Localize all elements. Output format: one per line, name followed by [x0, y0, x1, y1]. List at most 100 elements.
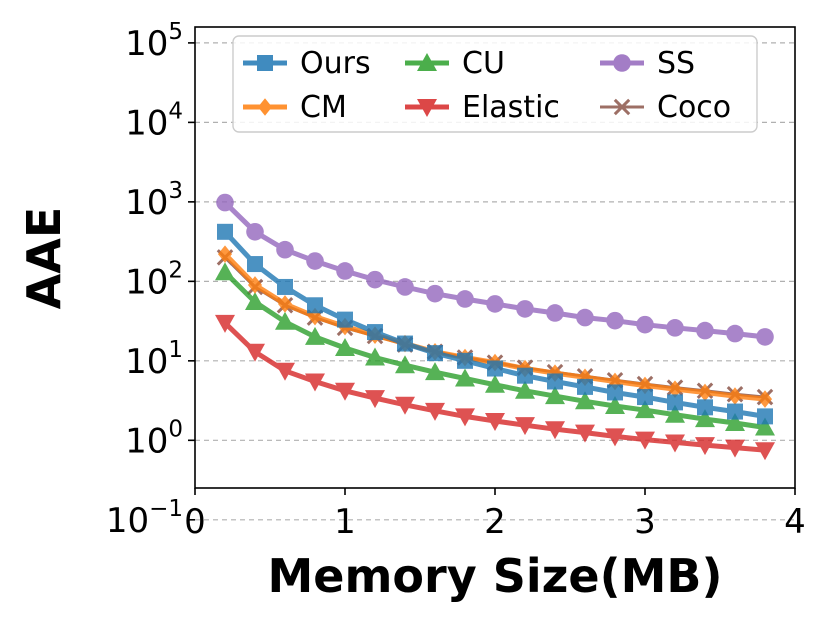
y-tick-label: 102 — [125, 257, 183, 302]
data-point-cm — [637, 376, 653, 395]
data-point-ss — [366, 270, 384, 289]
data-point-elastic — [455, 408, 475, 427]
data-point-elastic — [545, 421, 565, 440]
data-point-ss — [486, 295, 504, 313]
data-point-cu — [755, 417, 775, 436]
x-tick-label: 2 — [484, 502, 506, 542]
x-tick-label: 1 — [334, 502, 356, 542]
x-tick-label: 0 — [184, 502, 206, 542]
data-point-cm — [247, 276, 263, 294]
data-point-cu — [605, 396, 625, 415]
data-point-ours — [577, 378, 593, 395]
data-point-ss — [336, 262, 354, 280]
data-point-elastic — [695, 437, 715, 456]
y-tick-label: 10−1 — [106, 496, 183, 541]
series-line-ss — [223, 200, 766, 340]
x-tick-label: 4 — [784, 502, 806, 542]
legend-label: CU — [462, 46, 505, 81]
data-point-ss — [636, 315, 654, 334]
data-point-cu — [635, 400, 655, 419]
legend: Ours CU SS CM Elastic Coco — [232, 35, 758, 133]
series-ours — [217, 223, 773, 425]
legend-label: CM — [300, 90, 347, 125]
data-point-cu — [575, 391, 595, 410]
data-point-elastic — [305, 373, 325, 392]
data-point-cu — [245, 291, 265, 310]
data-point-cm — [757, 390, 773, 408]
data-point-cu — [275, 311, 295, 330]
data-point-ours — [367, 324, 383, 341]
legend-label: Ours — [300, 46, 371, 81]
legend-label: Elastic — [462, 90, 560, 125]
data-point-cm — [217, 245, 233, 263]
data-point-ss — [396, 278, 414, 296]
data-point-elastic — [395, 396, 415, 415]
data-point-cu — [395, 355, 415, 374]
y-tick-label: 104 — [125, 98, 183, 143]
legend-marker-elastic — [417, 99, 437, 117]
y-tick-label: 103 — [125, 178, 183, 223]
data-point-ss — [426, 284, 444, 303]
data-point-cm — [277, 295, 293, 313]
legend-marker-ours — [257, 55, 273, 71]
y-tick-label: 101 — [125, 337, 183, 382]
data-point-ours — [517, 367, 533, 384]
data-point-cu — [695, 409, 715, 428]
data-point-ours — [667, 394, 683, 411]
data-point-elastic — [635, 431, 655, 450]
data-point-cu — [335, 338, 355, 357]
legend-item-cm — [243, 98, 287, 116]
series-cu — [215, 262, 775, 436]
series-elastic — [215, 314, 775, 461]
data-point-ss — [456, 290, 474, 308]
data-point-ss — [696, 321, 714, 340]
data-point-elastic — [335, 382, 355, 401]
legend-label: SS — [657, 46, 695, 81]
data-point-ours — [217, 223, 233, 240]
data-point-elastic — [215, 314, 235, 333]
data-point-elastic — [605, 428, 625, 447]
data-point-ss — [576, 308, 594, 327]
data-point-ours — [427, 345, 443, 362]
data-point-elastic — [725, 439, 745, 458]
data-point-cm — [577, 368, 593, 387]
data-point-elastic — [575, 424, 595, 443]
data-point-cm — [607, 372, 623, 391]
data-point-cu — [425, 362, 445, 381]
y-axis-title: AAE — [17, 207, 71, 310]
data-point-ours — [607, 384, 623, 401]
x-axis-title: Memory Size(MB) — [268, 549, 723, 603]
data-point-cm — [667, 380, 683, 398]
data-point-elastic — [515, 417, 535, 436]
data-point-ours — [277, 278, 293, 295]
data-point-elastic — [275, 362, 295, 381]
legend-label: Coco — [657, 90, 731, 125]
data-point-ours — [757, 408, 773, 425]
series-ss — [216, 193, 774, 346]
x-tick-label: 3 — [634, 502, 656, 542]
legend-item-coco — [600, 98, 644, 116]
legend-marker-ss — [613, 54, 631, 72]
data-point-cu — [215, 262, 235, 281]
data-point-ours — [307, 297, 323, 314]
legend-item-ours — [243, 55, 287, 71]
data-point-elastic — [665, 434, 685, 453]
data-point-ss — [666, 319, 684, 337]
data-point-ss — [756, 328, 774, 346]
data-point-ours — [697, 399, 713, 416]
data-point-ss — [246, 223, 264, 241]
data-point-ss — [516, 300, 534, 318]
y-tick-label: 105 — [125, 19, 183, 64]
legend-item-cu — [405, 53, 449, 71]
data-point-elastic — [365, 390, 385, 409]
data-point-cu — [305, 326, 325, 345]
data-point-cu — [725, 413, 745, 432]
axis-ticks: 10−1 100 101 102 103 104 105 0 1 2 3 4 — [106, 19, 806, 542]
legend-marker-cm — [257, 98, 273, 116]
data-point-ours — [457, 352, 473, 369]
data-point-cu — [665, 404, 685, 423]
data-point-cm — [547, 364, 563, 382]
data-point-cm — [697, 383, 713, 402]
data-point-elastic — [245, 343, 265, 362]
